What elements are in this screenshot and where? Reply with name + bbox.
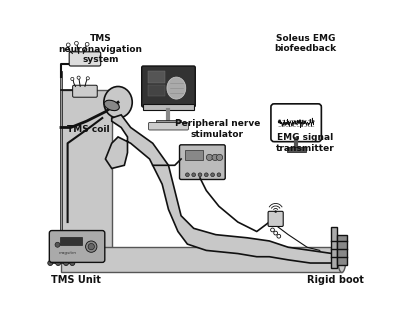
Circle shape bbox=[86, 77, 89, 80]
Bar bbox=[185, 150, 202, 160]
Circle shape bbox=[206, 154, 213, 161]
Circle shape bbox=[211, 173, 214, 177]
Ellipse shape bbox=[338, 247, 346, 273]
Circle shape bbox=[64, 260, 68, 266]
Circle shape bbox=[86, 241, 97, 252]
Circle shape bbox=[274, 231, 278, 235]
Bar bbox=[60, 71, 62, 260]
Circle shape bbox=[48, 260, 53, 266]
Circle shape bbox=[71, 77, 74, 80]
Circle shape bbox=[198, 173, 202, 177]
Ellipse shape bbox=[104, 100, 119, 111]
FancyBboxPatch shape bbox=[69, 52, 101, 66]
Circle shape bbox=[74, 41, 78, 45]
Circle shape bbox=[85, 42, 89, 46]
Circle shape bbox=[192, 173, 196, 177]
Text: Rigid boot: Rigid boot bbox=[307, 275, 364, 285]
FancyBboxPatch shape bbox=[149, 122, 188, 130]
Bar bbox=[60, 237, 82, 245]
FancyBboxPatch shape bbox=[49, 231, 105, 262]
Circle shape bbox=[271, 228, 274, 232]
Bar bbox=[148, 85, 165, 96]
Circle shape bbox=[277, 234, 281, 238]
Polygon shape bbox=[61, 90, 112, 260]
Text: TMS Unit: TMS Unit bbox=[50, 275, 100, 285]
Text: Soleus EMG
biofeedback: Soleus EMG biofeedback bbox=[274, 34, 337, 53]
Bar bbox=[156, 120, 181, 125]
Circle shape bbox=[186, 173, 189, 177]
Polygon shape bbox=[337, 235, 346, 265]
FancyBboxPatch shape bbox=[73, 85, 97, 97]
Polygon shape bbox=[106, 115, 339, 263]
Bar bbox=[148, 71, 165, 83]
FancyBboxPatch shape bbox=[142, 66, 195, 107]
Text: TMS coil: TMS coil bbox=[67, 125, 110, 134]
Bar bbox=[49, 255, 74, 263]
Circle shape bbox=[275, 211, 276, 213]
Circle shape bbox=[70, 260, 75, 266]
FancyBboxPatch shape bbox=[271, 104, 321, 142]
Circle shape bbox=[216, 154, 223, 161]
Text: magstim: magstim bbox=[59, 251, 77, 255]
Circle shape bbox=[77, 76, 80, 79]
Bar bbox=[143, 105, 194, 110]
Circle shape bbox=[204, 173, 208, 177]
Circle shape bbox=[212, 154, 218, 161]
Text: TMS
neuronavigation
system: TMS neuronavigation system bbox=[59, 34, 143, 64]
Circle shape bbox=[88, 244, 94, 250]
Polygon shape bbox=[331, 227, 337, 268]
Circle shape bbox=[55, 242, 60, 247]
Text: Peripheral nerve
stimulator: Peripheral nerve stimulator bbox=[175, 119, 260, 139]
Circle shape bbox=[56, 260, 61, 266]
FancyBboxPatch shape bbox=[180, 145, 225, 179]
Bar bbox=[287, 147, 306, 152]
Ellipse shape bbox=[104, 86, 132, 118]
Circle shape bbox=[217, 173, 221, 177]
Polygon shape bbox=[61, 247, 342, 273]
FancyBboxPatch shape bbox=[268, 211, 283, 226]
Circle shape bbox=[66, 43, 70, 47]
Text: EMG signal
transmitter: EMG signal transmitter bbox=[276, 133, 335, 153]
Ellipse shape bbox=[167, 77, 186, 99]
